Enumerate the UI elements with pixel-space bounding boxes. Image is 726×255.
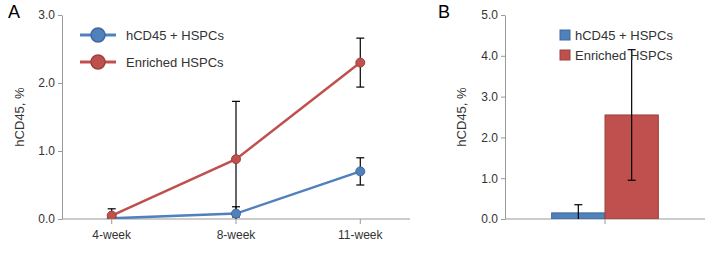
error-bar-cap	[356, 38, 364, 39]
y-tick-label: 2.0	[481, 131, 498, 145]
y-tick-mark	[58, 83, 62, 84]
y-tick-mark	[501, 219, 505, 220]
point	[232, 209, 241, 218]
y-tick-label: 4.0	[481, 49, 498, 63]
panel: AhCD45, % 0.0 1.0 2.0 3.0 4-week 8-week 11-week…	[8, 2, 410, 242]
y-tick-label: 1.0	[38, 144, 55, 158]
error-bar-cap	[628, 180, 636, 181]
x-tick-label: 4-week	[92, 228, 132, 242]
error-bar-stem	[578, 205, 579, 219]
y-tick: 0.0	[481, 212, 505, 226]
error-bar-cap	[232, 101, 240, 102]
legend-swatch	[560, 50, 570, 60]
error-bar	[628, 50, 636, 181]
y-axis-title: hCD45, %	[454, 87, 469, 147]
y-tick-mark	[501, 97, 505, 98]
plot-area	[552, 50, 659, 219]
legend-label: Enriched HSPCs	[126, 55, 224, 70]
x-tick-label: 11-week	[338, 228, 383, 242]
error-bar	[108, 209, 116, 219]
legend-label: Enriched HSPCs	[575, 48, 673, 63]
y-tick-label: 5.0	[481, 8, 498, 22]
y-tick-mark	[501, 137, 505, 138]
x-tick-mark	[360, 219, 361, 224]
point	[107, 211, 116, 219]
y-tick-mark	[501, 15, 505, 16]
figure: AhCD45, % 0.0 1.0 2.0 3.0 4-week 8-week 11-week…	[0, 0, 726, 255]
point	[356, 167, 365, 176]
x-axis	[505, 219, 705, 224]
y-tick: 1.0	[481, 172, 505, 186]
panel-title: B	[438, 2, 450, 22]
legend: hCD45 + HSPCs Enriched HSPCs	[80, 28, 224, 70]
y-tick: 5.0	[481, 8, 505, 22]
y-tick-label: 0.0	[481, 212, 498, 226]
y-tick-label: 0.0	[38, 212, 55, 226]
y-tick-label: 1.0	[481, 172, 498, 186]
legend-swatch	[560, 30, 570, 40]
error-bar	[356, 158, 364, 185]
legend-marker	[91, 55, 105, 69]
y-tick-mark	[58, 219, 62, 220]
y-tick-mark	[501, 56, 505, 57]
error-bar	[574, 205, 582, 219]
x-tick-mark	[605, 219, 606, 224]
y-tick: 1.0	[38, 144, 62, 158]
y-tick-label: 2.0	[38, 76, 55, 90]
panel: BhCD45, % 0.0 1.0 2.0 3.0 4.0 5.0 hCD45 + HSPCs…	[438, 2, 705, 226]
y-axis: 0.0 1.0 2.0 3.0	[38, 8, 62, 226]
plot-area	[107, 38, 365, 219]
y-tick-mark	[58, 151, 62, 152]
y-tick-mark	[501, 178, 505, 179]
point	[356, 58, 365, 67]
error-bar-cap	[574, 204, 582, 205]
x-axis: 4-week 8-week 11-week	[62, 219, 410, 242]
error-bar-cap	[356, 86, 364, 87]
error-bar-stem	[631, 50, 632, 181]
x-tick-mark	[111, 219, 112, 224]
error-bar-cap	[356, 157, 364, 158]
legend-marker	[91, 28, 105, 42]
y-axis: 0.0 1.0 2.0 3.0 4.0 5.0	[481, 8, 505, 226]
x-tick-mark	[236, 219, 237, 224]
legend-label: hCD45 + HSPCs	[126, 28, 224, 43]
error-bar	[232, 101, 240, 217]
point	[232, 155, 241, 164]
x-tick-label: 8-week	[217, 228, 257, 242]
y-tick: 4.0	[481, 49, 505, 63]
y-tick: 2.0	[38, 76, 62, 90]
y-tick-mark	[58, 15, 62, 16]
panel-title: A	[8, 2, 20, 22]
y-tick: 3.0	[38, 8, 62, 22]
error-bar-cap	[356, 184, 364, 185]
y-tick: 2.0	[481, 131, 505, 145]
error-bar	[356, 38, 364, 87]
y-tick: 0.0	[38, 212, 62, 226]
y-tick-label: 3.0	[38, 8, 55, 22]
error-bar	[232, 207, 240, 219]
y-tick-label: 3.0	[481, 90, 498, 104]
y-tick: 3.0	[481, 90, 505, 104]
legend: hCD45 + HSPCs Enriched HSPCs	[560, 28, 673, 63]
y-axis-title: hCD45, %	[12, 87, 27, 147]
y-axis-line	[505, 16, 506, 220]
y-axis-line	[62, 16, 63, 220]
error-bar-cap	[108, 208, 116, 209]
legend-label: hCD45 + HSPCs	[575, 28, 673, 43]
